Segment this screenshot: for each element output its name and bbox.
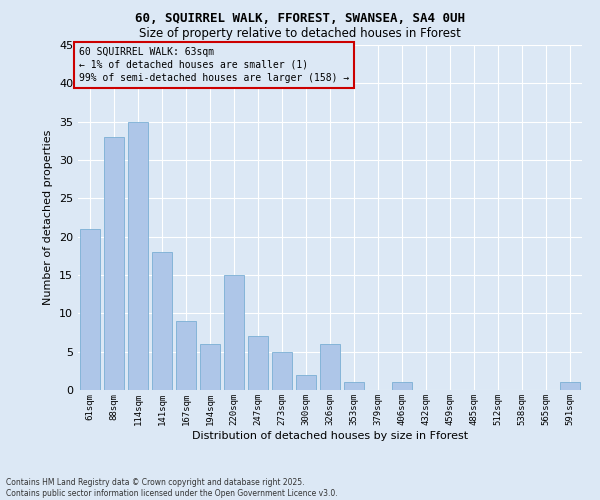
Bar [200,344,220,390]
Bar [392,382,412,390]
Bar [248,336,268,390]
Bar [224,275,244,390]
Bar [272,352,292,390]
Bar [560,382,580,390]
Bar [176,321,196,390]
Bar [296,374,316,390]
Bar [320,344,340,390]
Bar [344,382,364,390]
Bar [104,137,124,390]
Text: 60, SQUIRREL WALK, FFOREST, SWANSEA, SA4 0UH: 60, SQUIRREL WALK, FFOREST, SWANSEA, SA4… [135,12,465,26]
Text: Size of property relative to detached houses in Fforest: Size of property relative to detached ho… [139,28,461,40]
Y-axis label: Number of detached properties: Number of detached properties [43,130,53,305]
Text: Contains HM Land Registry data © Crown copyright and database right 2025.
Contai: Contains HM Land Registry data © Crown c… [6,478,338,498]
Bar [80,229,100,390]
X-axis label: Distribution of detached houses by size in Fforest: Distribution of detached houses by size … [192,430,468,440]
Text: 60 SQUIRREL WALK: 63sqm
← 1% of detached houses are smaller (1)
99% of semi-deta: 60 SQUIRREL WALK: 63sqm ← 1% of detached… [79,46,349,83]
Bar [152,252,172,390]
Bar [128,122,148,390]
